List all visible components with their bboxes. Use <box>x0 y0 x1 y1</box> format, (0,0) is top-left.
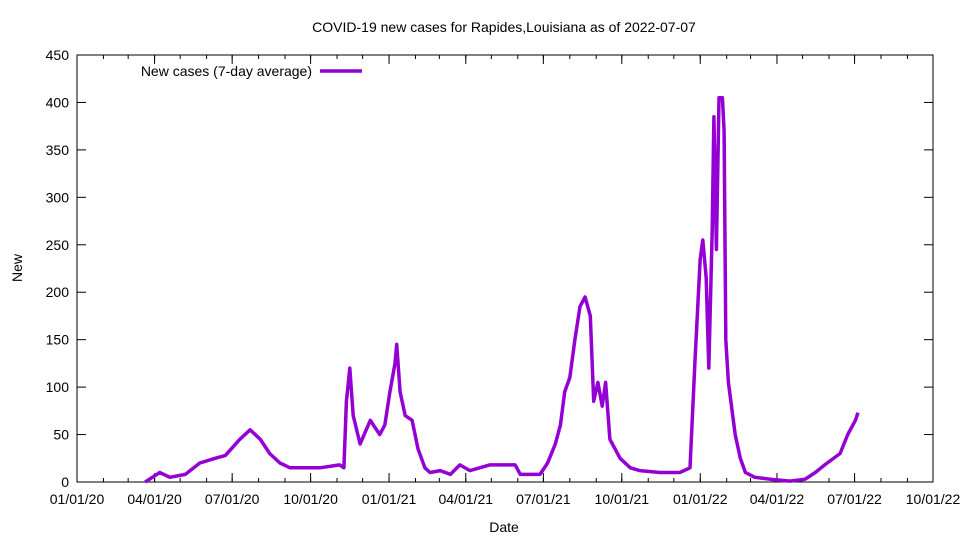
x-tick-label: 01/01/21 <box>362 491 417 507</box>
plot-frame <box>76 54 934 483</box>
y-tick-label: 150 <box>46 332 70 348</box>
x-tick-label: 10/01/21 <box>595 491 650 507</box>
x-axis-label: Date <box>489 519 519 535</box>
legend: New cases (7-day average) <box>141 63 362 79</box>
x-tick-label: 07/01/20 <box>205 491 260 507</box>
y-tick-label: 0 <box>61 474 69 490</box>
x-tick-label: 07/01/22 <box>827 491 882 507</box>
series-line <box>144 95 860 484</box>
y-tick-label: 300 <box>46 189 70 205</box>
x-tick-label: 04/01/22 <box>750 491 805 507</box>
x-tick-label: 04/01/20 <box>127 491 182 507</box>
x-tick-label: 04/01/21 <box>439 491 494 507</box>
y-tick-label: 350 <box>46 142 70 158</box>
x-tick-label: 01/01/20 <box>50 491 105 507</box>
y-axis-label: New <box>9 253 25 282</box>
axis-ticks: 0 50 100 150 200 250 300 350 400 450 01/01/20 04/01… <box>46 47 960 507</box>
y-tick-label: 250 <box>46 237 70 253</box>
y-tick-label: 400 <box>46 94 70 110</box>
x-tick-label: 10/01/20 <box>283 491 338 507</box>
x-tick-label: 01/01/22 <box>673 491 728 507</box>
y-tick-label: 200 <box>46 284 70 300</box>
y-tick-label: 450 <box>46 47 70 63</box>
y-tick-label: 50 <box>53 427 69 443</box>
x-tick-label: 07/01/21 <box>516 491 571 507</box>
series-group <box>144 95 860 484</box>
x-tick-label: 10/01/22 <box>906 491 960 507</box>
chart-title: COVID-19 new cases for Rapides,Louisiana… <box>312 19 696 35</box>
y-tick-label: 100 <box>46 379 70 395</box>
legend-label: New cases (7-day average) <box>141 63 312 79</box>
